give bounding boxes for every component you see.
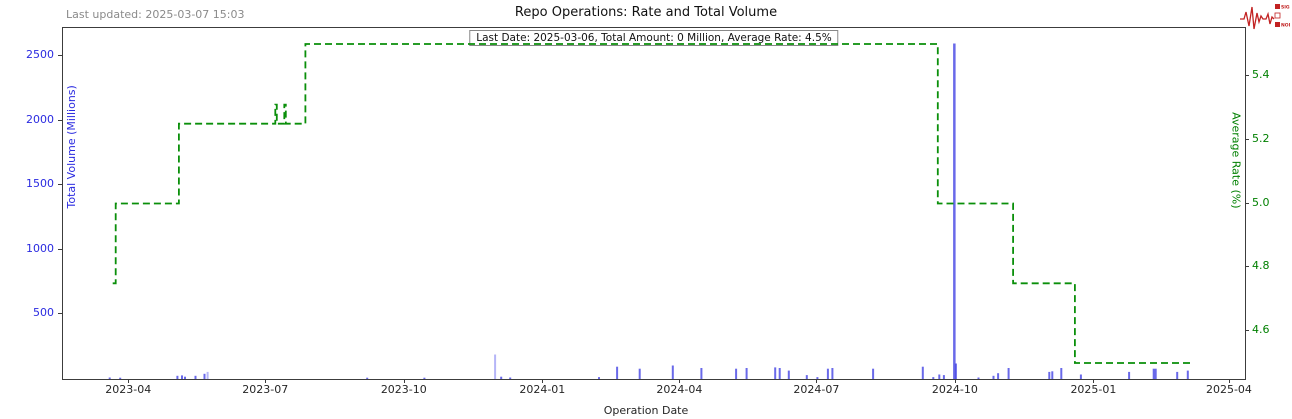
volume-bar bbox=[992, 375, 995, 379]
volume-bar bbox=[184, 376, 186, 379]
average-rate-step-line bbox=[112, 43, 1191, 364]
date-tick-mark bbox=[954, 379, 956, 383]
volume-bar bbox=[872, 368, 875, 379]
volume-bar bbox=[598, 377, 600, 379]
volume-tick-mark bbox=[58, 248, 62, 250]
date-tick-label: 2023-10 bbox=[380, 383, 427, 396]
volume-bar bbox=[954, 363, 957, 379]
volume-tick-mark bbox=[58, 55, 62, 57]
date-tick-mark bbox=[265, 379, 267, 383]
signal-noise-logo: SIGNAL NOISE bbox=[1240, 1, 1292, 33]
date-tick-label: 2024-01 bbox=[519, 383, 566, 396]
rate-tick-mark bbox=[1245, 330, 1249, 332]
volume-bar bbox=[774, 367, 777, 379]
volume-bar bbox=[745, 368, 748, 379]
volume-bar bbox=[805, 375, 808, 379]
volume-bar bbox=[181, 375, 183, 379]
date-tick-label: 2024-04 bbox=[656, 383, 703, 396]
volume-bar bbox=[119, 377, 122, 379]
rate-tick-label: 4.8 bbox=[1252, 259, 1270, 273]
volume-bar bbox=[1048, 371, 1051, 379]
rate-tick-mark bbox=[1245, 74, 1249, 76]
volume-tick-mark bbox=[58, 184, 62, 186]
volume-bar bbox=[206, 371, 209, 379]
volume-bar bbox=[778, 368, 781, 379]
volume-bar bbox=[932, 377, 935, 379]
volume-bar bbox=[997, 373, 1000, 379]
volume-bar bbox=[953, 43, 956, 379]
date-tick-mark bbox=[816, 379, 818, 383]
date-tick-mark bbox=[128, 379, 130, 383]
volume-bar bbox=[671, 365, 674, 379]
volume-bar bbox=[423, 377, 426, 379]
date-tick-label: 2023-07 bbox=[242, 383, 289, 396]
rate-tick-mark bbox=[1245, 138, 1249, 140]
right-axis-label: Average Rate (%) bbox=[1229, 112, 1243, 209]
volume-bar bbox=[500, 376, 503, 379]
volume-bar bbox=[108, 377, 111, 379]
volume-bar bbox=[921, 366, 924, 379]
volume-bar bbox=[1128, 371, 1131, 379]
left-axis-label: Total Volume (Millions) bbox=[65, 85, 79, 209]
repo-operations-chart bbox=[108, 43, 1191, 379]
volume-bar bbox=[1051, 371, 1054, 379]
date-tick-label: 2024-10 bbox=[931, 383, 978, 396]
volume-bar bbox=[176, 375, 179, 379]
volume-bar bbox=[366, 377, 369, 379]
last-updated-text: Last updated: 2025-03-07 15:03 bbox=[66, 8, 245, 21]
volume-bar bbox=[700, 368, 703, 379]
volume-bar bbox=[787, 370, 790, 379]
volume-bar bbox=[203, 373, 206, 379]
volume-bar bbox=[942, 375, 945, 379]
volume-bar bbox=[1152, 368, 1157, 379]
date-tick-label: 2023-04 bbox=[105, 383, 152, 396]
date-tick-label: 2024-07 bbox=[793, 383, 840, 396]
volume-bar bbox=[826, 368, 829, 379]
date-tick-label: 2025-04 bbox=[1205, 383, 1252, 396]
volume-bar bbox=[977, 377, 980, 379]
rate-tick-label: 5.4 bbox=[1252, 67, 1270, 81]
volume-tick-mark bbox=[58, 119, 62, 121]
volume-bar bbox=[1060, 368, 1063, 379]
rate-tick-mark bbox=[1245, 266, 1249, 268]
volume-bar bbox=[831, 368, 834, 379]
volume-tick-label: 2000 bbox=[26, 112, 54, 126]
volume-bar bbox=[1186, 370, 1189, 379]
plot-area: Last Date: 2025-03-06, Total Amount: 0 M… bbox=[62, 27, 1246, 380]
logo-text-bottom: NOISE bbox=[1281, 23, 1290, 29]
x-axis-label: Operation Date bbox=[603, 404, 689, 417]
volume-bar bbox=[194, 375, 197, 379]
volume-bar bbox=[616, 366, 619, 379]
last-date-annotation: Last Date: 2025-03-06, Total Amount: 0 M… bbox=[469, 30, 839, 46]
rate-tick-label: 4.6 bbox=[1252, 323, 1270, 337]
volume-tick-mark bbox=[58, 313, 62, 315]
volume-tick-label: 500 bbox=[33, 306, 54, 320]
heartbeat-waveform-icon: SIGNAL NOISE bbox=[1240, 4, 1292, 30]
volume-bar bbox=[494, 354, 497, 379]
date-tick-mark bbox=[1093, 379, 1095, 383]
logo-text-top: SIGNAL bbox=[1281, 5, 1290, 11]
volume-bar bbox=[638, 368, 641, 379]
date-tick-mark bbox=[679, 379, 681, 383]
date-tick-mark bbox=[403, 379, 405, 383]
volume-tick-label: 1500 bbox=[26, 177, 54, 191]
volume-bar bbox=[938, 374, 941, 379]
volume-bar bbox=[1007, 368, 1010, 379]
date-tick-mark bbox=[1228, 379, 1230, 383]
date-tick-label: 2025-01 bbox=[1070, 383, 1117, 396]
chart-title: Repo Operations: Rate and Total Volume bbox=[514, 5, 778, 20]
rate-tick-mark bbox=[1245, 202, 1249, 204]
volume-bar bbox=[1176, 371, 1179, 379]
volume-bar bbox=[735, 368, 738, 379]
volume-tick-label: 2500 bbox=[26, 48, 54, 62]
date-tick-mark bbox=[542, 379, 544, 383]
rate-tick-label: 5.2 bbox=[1252, 131, 1270, 145]
volume-bar bbox=[509, 377, 512, 379]
volume-tick-label: 1000 bbox=[26, 241, 54, 255]
volume-bar bbox=[1079, 374, 1082, 379]
rate-tick-label: 5.0 bbox=[1252, 195, 1270, 209]
